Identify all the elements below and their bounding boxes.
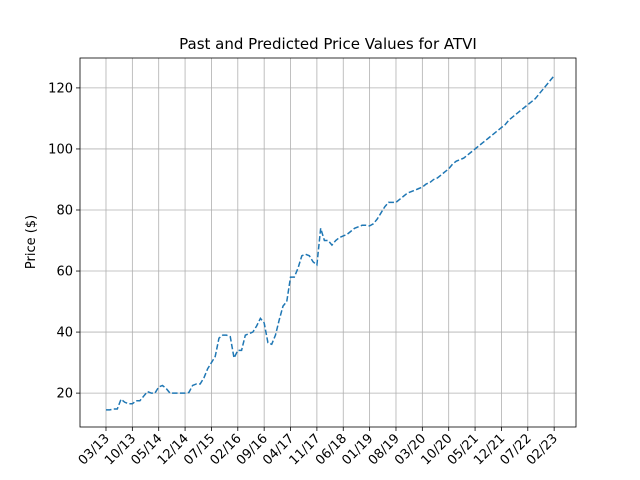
y-tick-label: 20: [56, 387, 73, 402]
price-line: [105, 75, 555, 411]
y-tick-label: 40: [56, 326, 73, 341]
chart-title: Past and Predicted Price Values for ATVI: [179, 35, 477, 53]
y-tick-label: 60: [56, 265, 73, 280]
y-axis-label: Price ($): [24, 215, 39, 269]
y-tick-label: 120: [48, 81, 73, 96]
y-tick-label: 80: [56, 203, 73, 218]
y-tick-label: 100: [48, 142, 73, 157]
plot-frame: [79, 57, 577, 428]
